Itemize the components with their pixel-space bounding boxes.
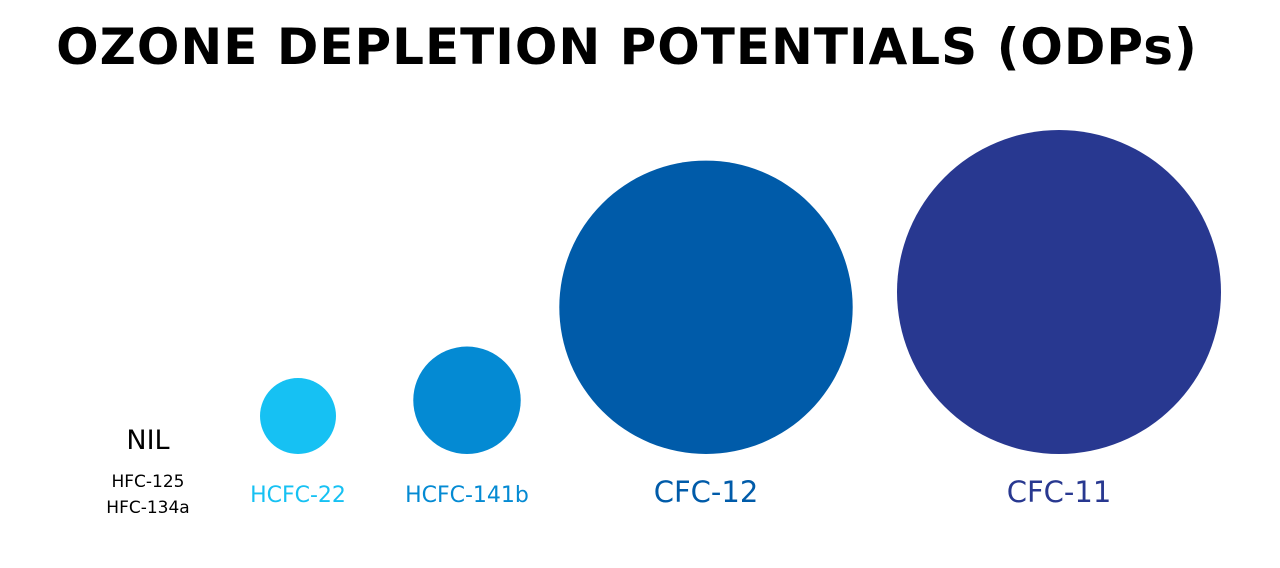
page-title: OZONE DEPLETION POTENTIALS (ODPs) bbox=[56, 18, 1198, 76]
label-nil: NIL bbox=[126, 425, 169, 456]
bubble-cfc-12 bbox=[559, 160, 853, 454]
sublabel-hfc-134a: HFC-134a bbox=[106, 498, 189, 518]
labels-group: NIL HFC-125 HFC-134a HCFC-22 HCFC-141b CFC-12… bbox=[106, 425, 1111, 518]
bubble-cfc-11 bbox=[897, 130, 1221, 454]
bubbles-group bbox=[260, 130, 1221, 455]
sublabel-hfc-125: HFC-125 bbox=[111, 472, 184, 492]
bubble-hcfc-141b bbox=[413, 346, 521, 455]
label-cfc-11: CFC-11 bbox=[1007, 475, 1112, 509]
label-hcfc-141b: HCFC-141b bbox=[405, 483, 529, 508]
bubble-hcfc-22 bbox=[260, 378, 336, 454]
label-hcfc-22: HCFC-22 bbox=[250, 483, 346, 508]
label-cfc-12: CFC-12 bbox=[654, 475, 759, 509]
